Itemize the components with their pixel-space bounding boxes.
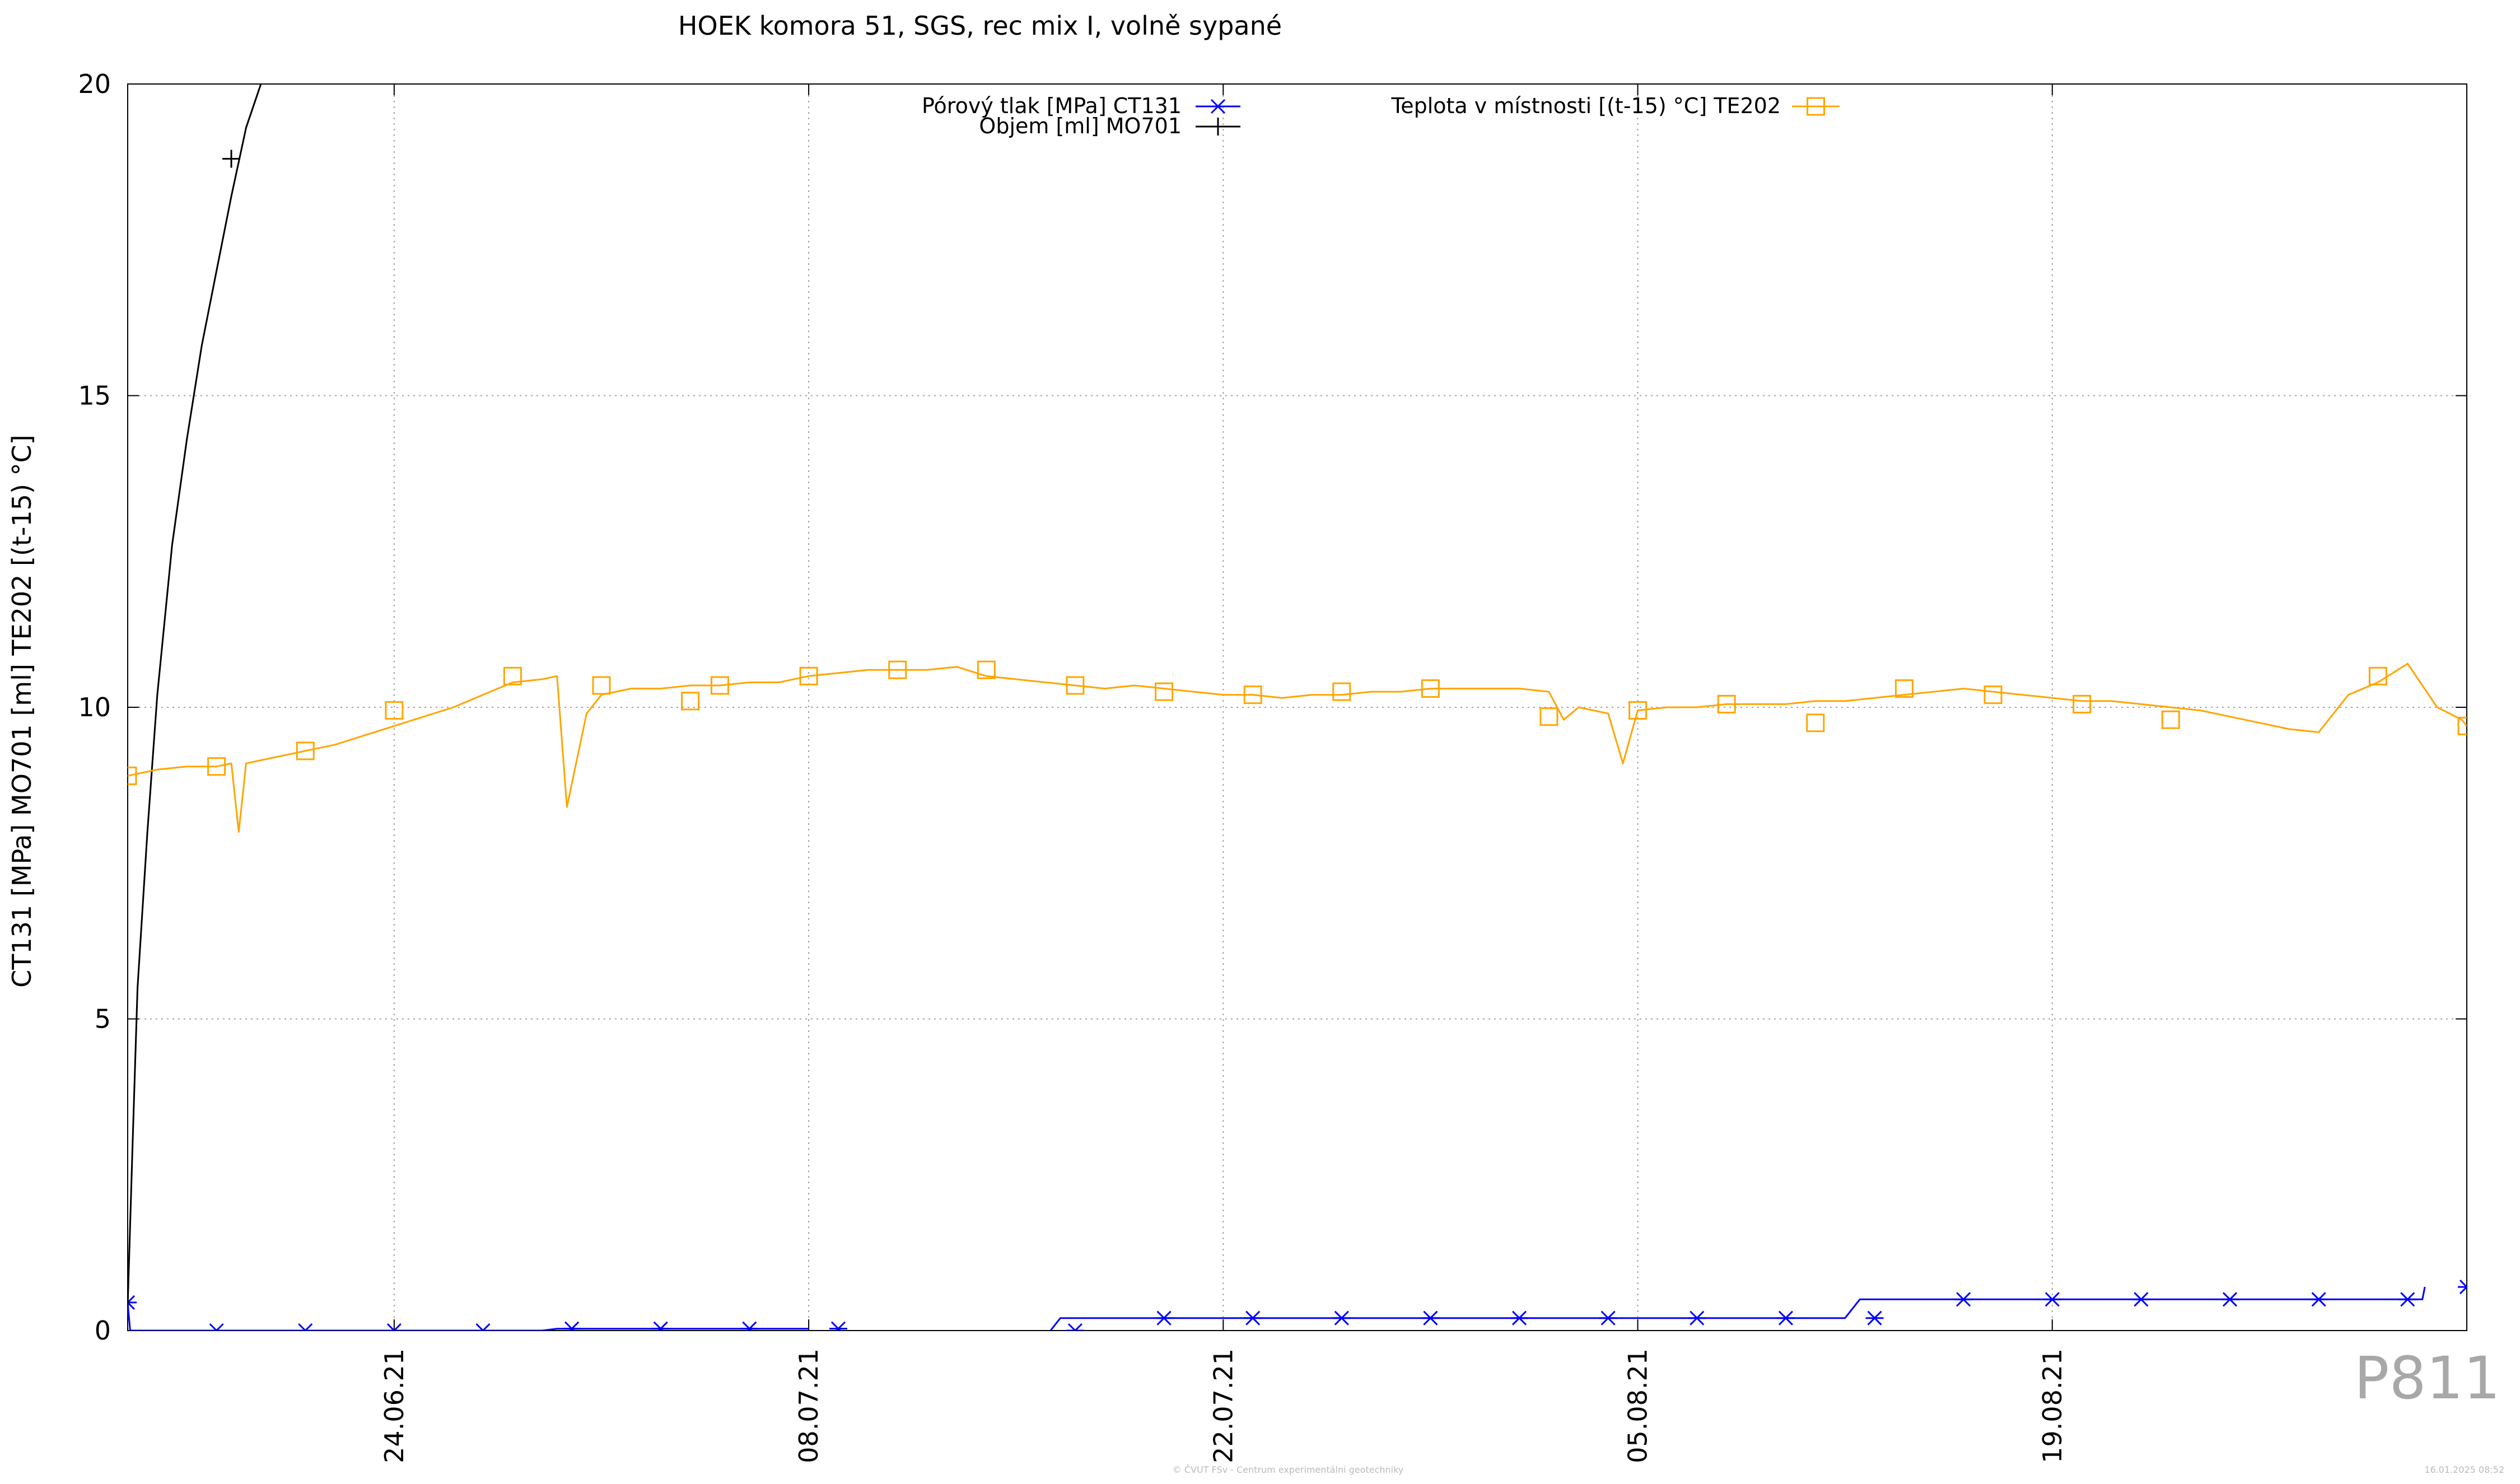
x-tick-label: 19.08.21 <box>2037 1348 2068 1463</box>
data-point <box>1776 1310 1795 1326</box>
data-point <box>385 1323 403 1331</box>
x-tick-label: 05.08.21 <box>1623 1348 1653 1463</box>
chart-title: HOEK komora 51, SGS, rec mix I, volně sy… <box>678 11 1282 41</box>
series-line <box>128 84 262 1306</box>
y-tick-label: 10 <box>78 692 111 722</box>
x-tick-label: 08.07.21 <box>794 1348 824 1463</box>
data-point <box>1984 685 2003 704</box>
pore-pressure-series <box>128 1280 2467 1331</box>
data-point <box>1599 1310 1617 1326</box>
y-axis-label: CT131 [MPa] MO701 [ml] TE202 [(t-15) °C] <box>7 435 37 987</box>
data-point <box>222 150 241 168</box>
data-point <box>128 766 137 785</box>
data-point <box>799 666 818 685</box>
data-point <box>563 1321 581 1331</box>
data-point <box>1332 1310 1351 1326</box>
legend-label: Pórový tlak [MPa] CT131 <box>922 94 1182 118</box>
data-point <box>2073 694 2092 713</box>
data-point <box>2309 1292 2328 1307</box>
data-point <box>1155 1310 1173 1326</box>
grid <box>128 84 2467 1331</box>
data-point <box>888 660 907 679</box>
data-point <box>474 1323 492 1331</box>
x-tick-label: 22.07.21 <box>1208 1348 1238 1463</box>
y-tick-label: 5 <box>95 1004 111 1034</box>
y-tick-label: 0 <box>95 1315 111 1346</box>
legend-label: Objem [ml] MO701 <box>979 114 1182 138</box>
data-point <box>1510 1310 1529 1326</box>
data-point <box>2368 666 2387 685</box>
data-point <box>1244 1310 1262 1326</box>
data-point <box>740 1321 759 1331</box>
series-layer <box>128 84 2467 1331</box>
data-point <box>128 1295 137 1310</box>
volume-series <box>128 84 262 1306</box>
y-tick-label: 20 <box>78 69 111 99</box>
legend-label: Teplota v místnosti [(t-15) °C] TE202 <box>1390 94 1781 118</box>
plot-frame <box>127 83 2467 1331</box>
data-point <box>1155 682 1174 701</box>
data-point <box>681 692 700 711</box>
data-point <box>296 741 315 760</box>
data-point <box>1806 713 1825 732</box>
data-point <box>1894 679 1914 698</box>
data-point <box>2161 710 2180 729</box>
data-point <box>503 666 522 685</box>
data-point <box>977 660 996 679</box>
data-point <box>1421 1310 1440 1326</box>
data-point <box>385 701 404 720</box>
data-point <box>1717 694 1736 713</box>
credit-text: © ČVUT FSv - Centrum experimentální geot… <box>1172 1464 1404 1475</box>
series-line <box>128 1286 2426 1331</box>
data-point <box>829 1321 847 1331</box>
data-point <box>1628 701 1648 720</box>
plot-id: P811 <box>2354 1344 2500 1412</box>
data-point <box>1539 707 1558 726</box>
legend-entry: Pórový tlak [MPa] CT131 <box>922 94 1240 118</box>
data-point <box>296 1323 315 1331</box>
data-point <box>2398 1292 2417 1307</box>
legend-swatch-marker <box>1209 118 1227 136</box>
data-point <box>2221 1292 2239 1307</box>
data-point <box>207 1323 226 1331</box>
data-point <box>1421 679 1440 698</box>
x-tick-label: 24.06.21 <box>379 1348 409 1463</box>
data-point <box>207 757 226 776</box>
legend-entry: Objem [ml] MO701 <box>979 114 1240 138</box>
data-point <box>710 676 729 695</box>
legend-swatch-marker <box>1807 97 1825 116</box>
series-line <box>128 662 2467 833</box>
data-point <box>592 676 611 695</box>
axes: 0 5 10 15 20 24.06.21 08.07.21 22.07.21 05.08.21… <box>78 69 2467 1463</box>
data-point <box>651 1321 670 1331</box>
data-point <box>1688 1310 1706 1326</box>
data-point <box>1066 676 1085 695</box>
legend-entry: Teplota v místnosti [(t-15) °C] TE202 <box>1390 94 1840 118</box>
temperature-series <box>128 660 2467 833</box>
data-point <box>1332 682 1351 701</box>
y-tick-label: 15 <box>78 381 111 411</box>
legend-swatch-marker <box>1209 99 1227 114</box>
data-point <box>1066 1323 1084 1331</box>
data-point <box>1954 1292 1973 1307</box>
data-point <box>2458 1280 2467 1295</box>
data-point <box>1865 1310 1884 1326</box>
data-point <box>1243 685 1262 704</box>
data-point <box>2132 1292 2150 1307</box>
timestamp-text: 16.01.2025 08:52 <box>2424 1464 2504 1475</box>
data-point <box>2457 716 2467 735</box>
data-point <box>2043 1292 2061 1307</box>
